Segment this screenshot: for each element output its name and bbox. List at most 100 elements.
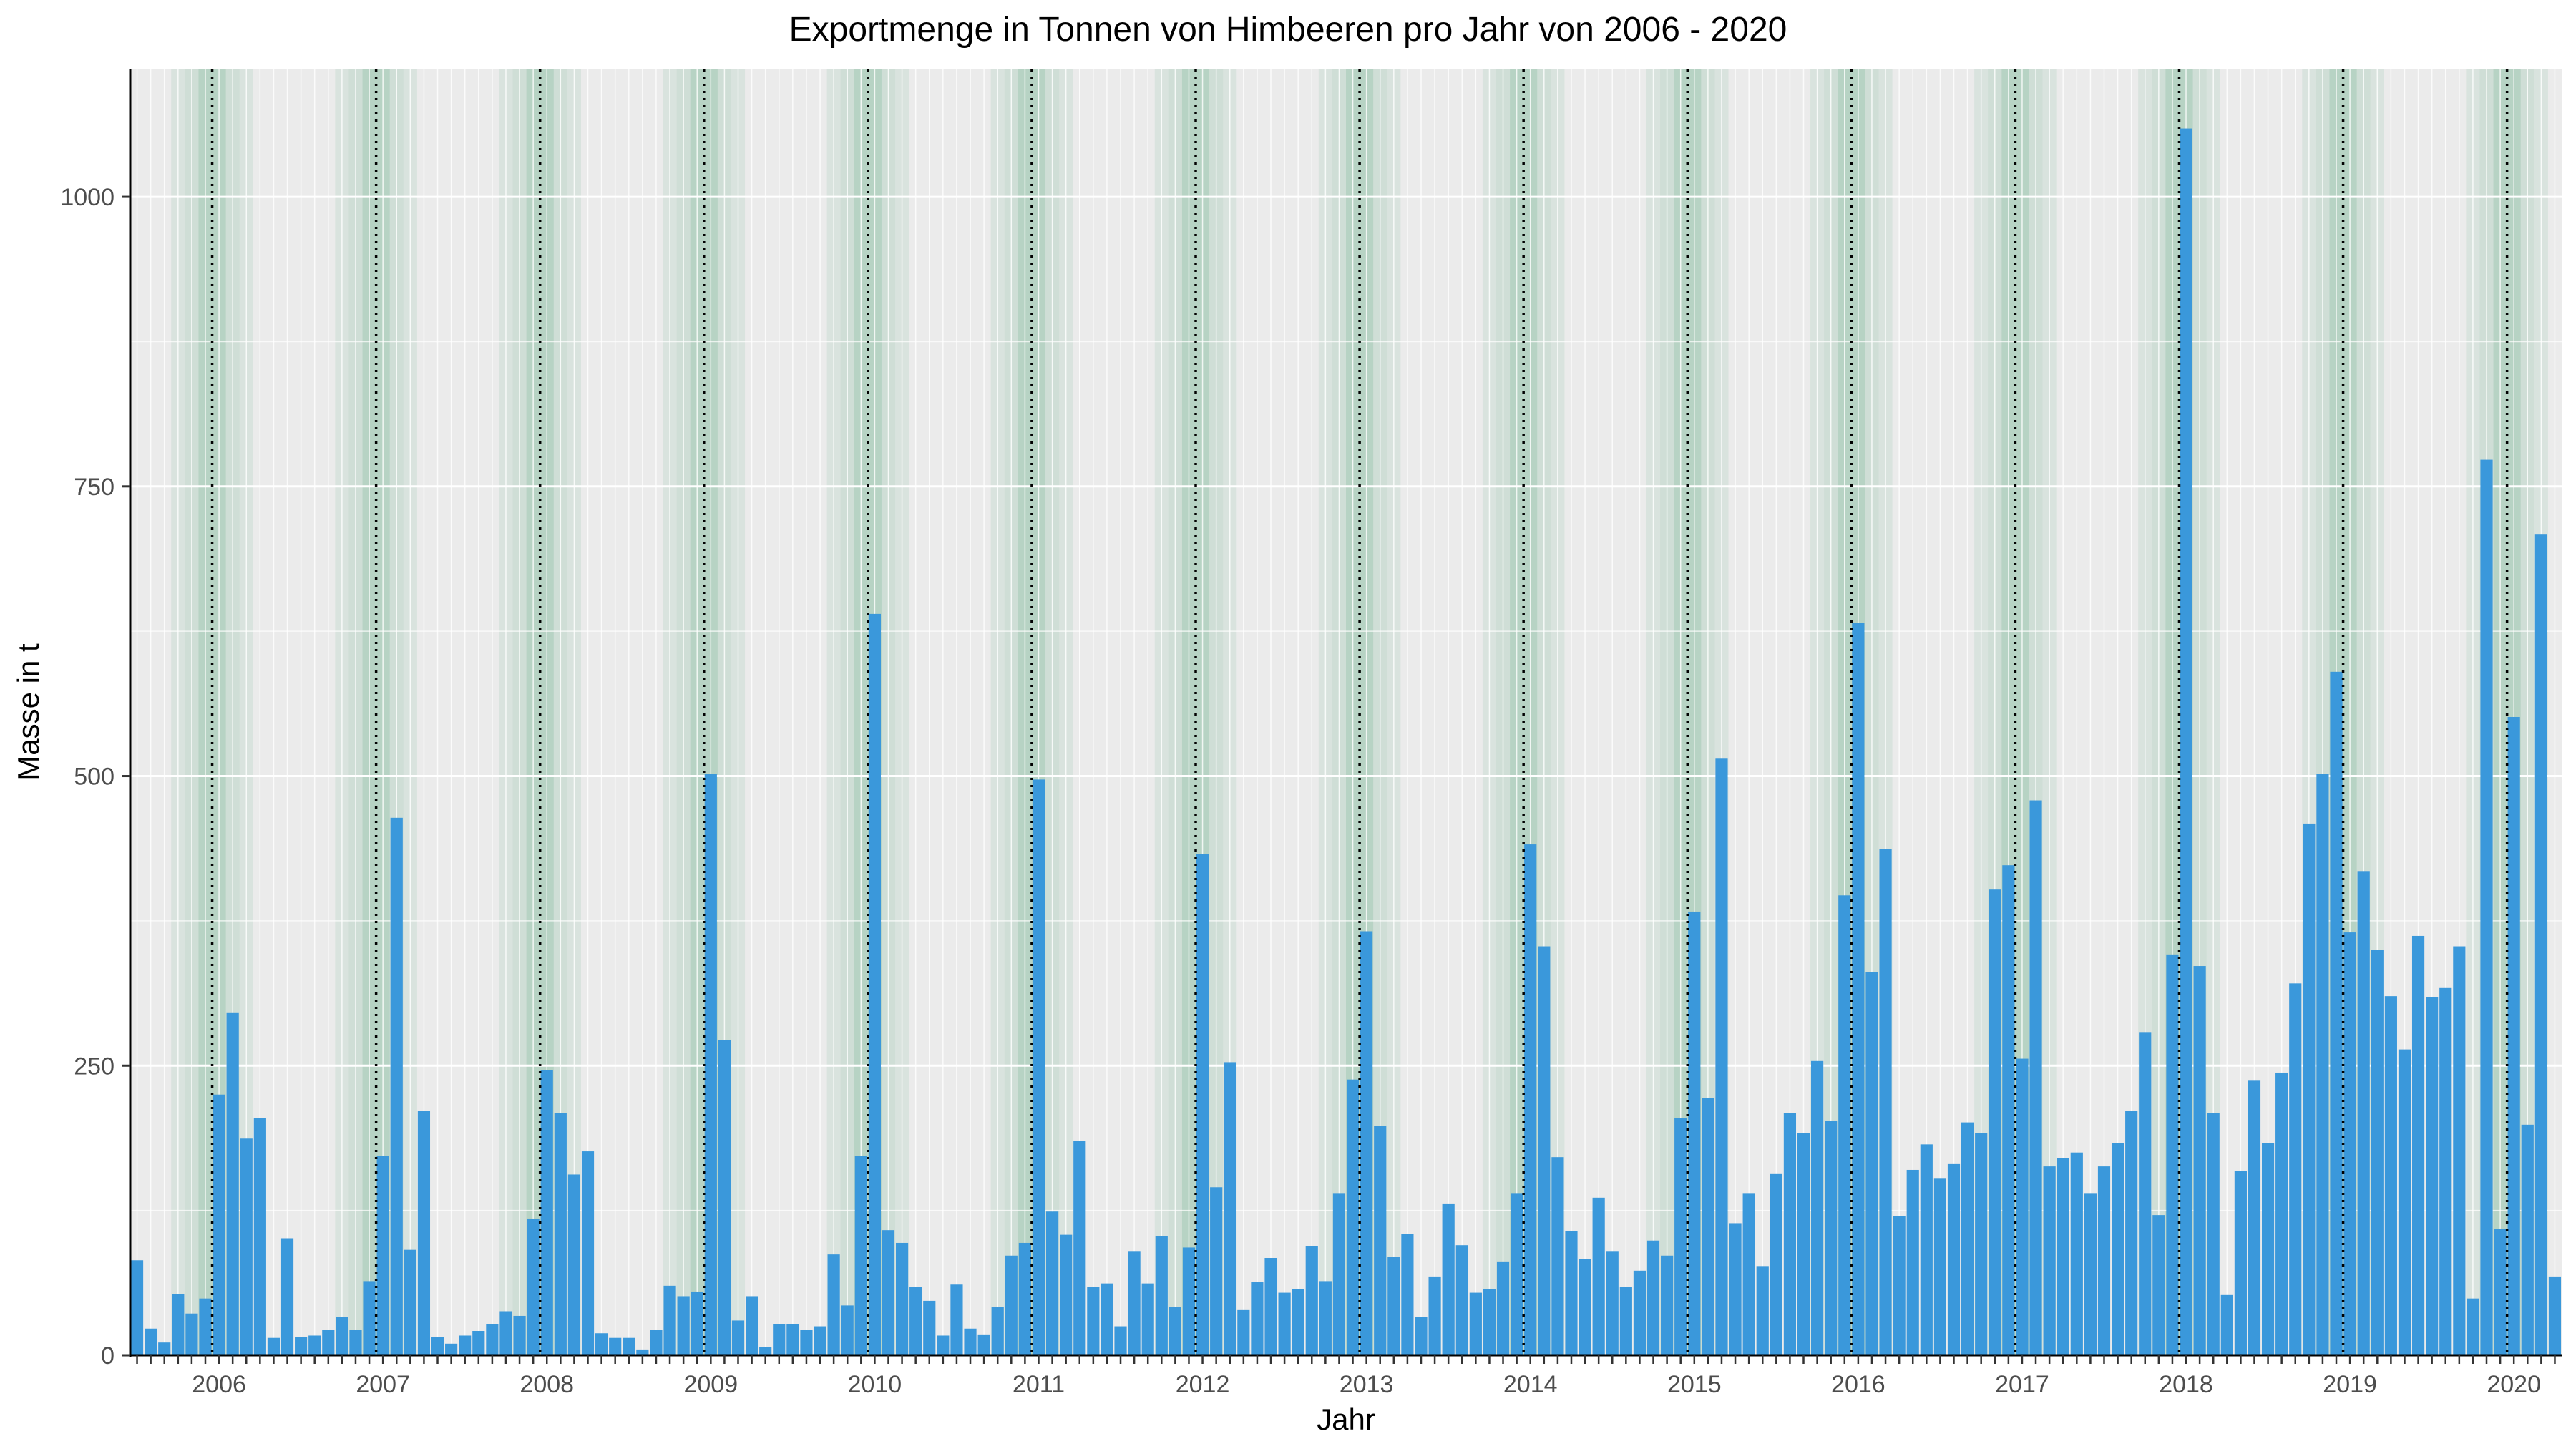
bar bbox=[814, 1326, 826, 1355]
bar bbox=[1661, 1255, 1674, 1355]
bar bbox=[2521, 1124, 2534, 1355]
axes: 0 250 500 750 1000 2006 2007 2008 2009 2010 2011 20… bbox=[60, 69, 2562, 1398]
bar bbox=[1264, 1258, 1277, 1355]
bar bbox=[431, 1337, 444, 1355]
bar bbox=[1646, 1240, 1660, 1355]
bar bbox=[2548, 1276, 2562, 1355]
bar bbox=[1060, 1234, 1073, 1355]
bar bbox=[280, 1238, 294, 1355]
bar bbox=[1947, 1163, 1961, 1355]
bar bbox=[1483, 1289, 1496, 1355]
x-tick-label: 2019 bbox=[2323, 1371, 2377, 1398]
bar bbox=[609, 1337, 622, 1355]
bar bbox=[199, 1298, 212, 1355]
bar bbox=[2507, 716, 2520, 1355]
bar bbox=[1018, 1242, 1031, 1355]
bar bbox=[1538, 946, 1551, 1355]
bar bbox=[2152, 1215, 2165, 1355]
bar bbox=[2426, 997, 2439, 1355]
bar bbox=[486, 1324, 499, 1355]
bar bbox=[1415, 1317, 1428, 1355]
bar bbox=[404, 1249, 416, 1355]
x-tick-label: 2020 bbox=[2487, 1371, 2541, 1398]
y-tick-label: 0 bbox=[101, 1342, 114, 1370]
chart-title: Exportmenge in Tonnen von Himbeeren pro … bbox=[789, 11, 1787, 49]
bar bbox=[1511, 1193, 1523, 1355]
x-tick-label: 2013 bbox=[1340, 1371, 1394, 1398]
bar bbox=[677, 1296, 690, 1355]
bar bbox=[895, 1242, 909, 1355]
bar bbox=[2275, 1072, 2288, 1355]
bar bbox=[2180, 128, 2192, 1355]
bar bbox=[1565, 1231, 1578, 1355]
bar bbox=[882, 1230, 895, 1355]
bar bbox=[2289, 983, 2302, 1355]
bar bbox=[1032, 779, 1045, 1355]
bar bbox=[991, 1307, 1004, 1355]
bar bbox=[827, 1254, 840, 1355]
bar bbox=[2016, 1058, 2029, 1355]
bar bbox=[937, 1335, 950, 1355]
bar bbox=[909, 1287, 922, 1355]
bar bbox=[636, 1349, 649, 1355]
bar bbox=[2261, 1143, 2275, 1355]
bar bbox=[499, 1311, 512, 1355]
bar bbox=[1128, 1251, 1141, 1355]
x-tick-label: 2011 bbox=[1013, 1371, 1065, 1398]
bar bbox=[1524, 844, 1537, 1355]
bar bbox=[2002, 865, 2015, 1355]
bar bbox=[2125, 1111, 2138, 1355]
bar bbox=[1496, 1261, 1510, 1355]
bar bbox=[1961, 1122, 1974, 1355]
bar bbox=[868, 613, 881, 1355]
bar bbox=[2534, 534, 2547, 1356]
bar bbox=[2303, 823, 2316, 1355]
bar bbox=[1237, 1309, 1250, 1355]
bar bbox=[1688, 911, 1701, 1355]
bar bbox=[185, 1313, 198, 1355]
bar bbox=[472, 1331, 485, 1355]
bar bbox=[1182, 1247, 1196, 1355]
x-tick-label: 2008 bbox=[519, 1371, 574, 1398]
bar bbox=[145, 1328, 157, 1355]
bar bbox=[445, 1343, 458, 1355]
bar bbox=[2480, 459, 2493, 1355]
bar bbox=[2384, 996, 2397, 1355]
bar bbox=[513, 1315, 526, 1355]
bar bbox=[773, 1324, 786, 1355]
bar bbox=[800, 1330, 813, 1355]
bar bbox=[554, 1113, 567, 1355]
bar bbox=[253, 1118, 266, 1355]
bar bbox=[650, 1330, 663, 1355]
bar bbox=[1633, 1270, 1646, 1355]
bar bbox=[964, 1328, 977, 1355]
bar bbox=[2111, 1143, 2124, 1355]
bar bbox=[1455, 1245, 1468, 1355]
bar bbox=[540, 1070, 553, 1355]
bar bbox=[363, 1281, 376, 1355]
bar bbox=[2207, 1113, 2220, 1355]
plot-panel bbox=[130, 69, 2562, 1355]
bar bbox=[2439, 987, 2452, 1355]
x-tick-label: 2012 bbox=[1176, 1371, 1230, 1398]
y-tick-label: 750 bbox=[74, 474, 114, 501]
bar bbox=[2316, 774, 2329, 1355]
bar bbox=[731, 1320, 745, 1355]
bar bbox=[1906, 1169, 1919, 1355]
bar bbox=[1374, 1126, 1387, 1355]
bar bbox=[1592, 1197, 1605, 1355]
y-tick-label: 500 bbox=[74, 763, 114, 791]
x-tick-label: 2017 bbox=[1995, 1371, 2049, 1398]
bar bbox=[2357, 871, 2370, 1355]
bar bbox=[2234, 1171, 2247, 1355]
bar bbox=[1975, 1133, 1988, 1355]
x-tick-label: 2010 bbox=[848, 1371, 902, 1398]
bar bbox=[1852, 623, 1865, 1355]
bar bbox=[459, 1335, 472, 1355]
bar bbox=[240, 1138, 253, 1355]
bar bbox=[1401, 1234, 1414, 1355]
bar bbox=[1101, 1283, 1113, 1355]
bar bbox=[1087, 1287, 1100, 1355]
bar bbox=[1715, 758, 1728, 1355]
